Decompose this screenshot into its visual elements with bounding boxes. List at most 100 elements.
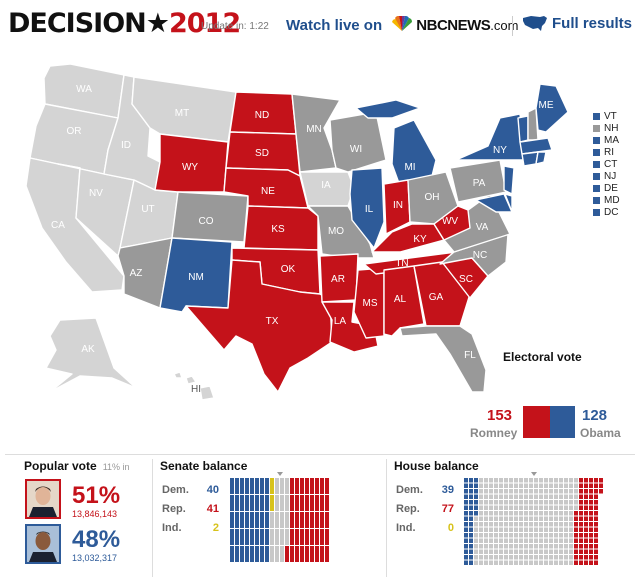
house-seat bbox=[514, 494, 518, 499]
house-seat bbox=[484, 555, 488, 560]
house-seat bbox=[504, 483, 508, 488]
senate-seat bbox=[295, 529, 299, 545]
state-ma[interactable] bbox=[519, 137, 553, 155]
senate-seat bbox=[245, 478, 249, 494]
state-de[interactable] bbox=[504, 193, 513, 213]
house-seat bbox=[589, 478, 593, 483]
state-vt[interactable] bbox=[517, 115, 529, 143]
senate-seat bbox=[280, 546, 284, 562]
house-seat bbox=[519, 544, 523, 549]
state-la[interactable] bbox=[321, 301, 379, 353]
label-tx: TX bbox=[266, 316, 279, 327]
house-seat bbox=[469, 505, 473, 510]
house-seat bbox=[539, 522, 543, 527]
electoral-vote-title: Electoral vote bbox=[503, 350, 582, 364]
house-seat bbox=[559, 560, 563, 565]
house-seat bbox=[524, 544, 528, 549]
label-ut: UT bbox=[141, 204, 154, 215]
senate-seat bbox=[265, 512, 269, 528]
ne-item-ct[interactable]: CT bbox=[593, 158, 620, 170]
house-seat bbox=[494, 549, 498, 554]
label-wv: WV bbox=[442, 216, 458, 227]
ne-item-dc[interactable]: DC bbox=[593, 206, 620, 218]
decision-2012-logo[interactable]: DECISION★2012 bbox=[8, 8, 241, 39]
full-results-link[interactable]: Full results bbox=[522, 15, 632, 32]
house-seat bbox=[579, 527, 583, 532]
state-ri[interactable] bbox=[535, 151, 547, 165]
house-seat bbox=[499, 478, 503, 483]
house-seat bbox=[589, 544, 593, 549]
state-ak[interactable] bbox=[45, 317, 137, 393]
house-seat bbox=[474, 544, 478, 549]
senate-seat bbox=[230, 529, 234, 545]
ne-item-nj[interactable]: NJ bbox=[593, 170, 620, 182]
state-wi[interactable] bbox=[329, 111, 387, 173]
house-seat bbox=[594, 527, 598, 532]
house-seat bbox=[499, 489, 503, 494]
house-seat bbox=[579, 544, 583, 549]
state-fl[interactable] bbox=[399, 325, 487, 393]
house-seat bbox=[484, 494, 488, 499]
house-seat bbox=[569, 489, 573, 494]
state-ks[interactable] bbox=[243, 205, 319, 251]
house-seat bbox=[519, 500, 523, 505]
house-seat bbox=[584, 522, 588, 527]
house-seat bbox=[494, 505, 498, 510]
obama-popular-percent: 48% bbox=[72, 526, 121, 553]
house-seat bbox=[539, 494, 543, 499]
house-seat bbox=[554, 544, 558, 549]
house-seat bbox=[559, 549, 563, 554]
house-rep-count: 77 bbox=[441, 503, 454, 515]
state-il[interactable] bbox=[349, 167, 385, 249]
state-ky[interactable] bbox=[371, 223, 445, 253]
state-me[interactable] bbox=[535, 83, 569, 133]
senate-seat bbox=[280, 478, 284, 494]
state-wv[interactable] bbox=[433, 205, 471, 241]
house-seat bbox=[579, 522, 583, 527]
house-seat bbox=[469, 560, 473, 565]
state-ny[interactable] bbox=[455, 113, 525, 161]
state-tx[interactable] bbox=[185, 259, 333, 393]
house-seat bbox=[569, 500, 573, 505]
house-seat bbox=[584, 538, 588, 543]
house-seat bbox=[594, 538, 598, 543]
ne-label: NJ bbox=[604, 170, 617, 182]
house-seat bbox=[519, 549, 523, 554]
house-seat bbox=[499, 533, 503, 538]
state-hi[interactable] bbox=[173, 371, 215, 401]
house-seat bbox=[579, 549, 583, 554]
house-seat bbox=[529, 544, 533, 549]
label-nm: NM bbox=[188, 272, 204, 283]
senate-seat bbox=[325, 529, 329, 545]
ne-item-ma[interactable]: MA bbox=[593, 134, 620, 146]
house-seat bbox=[494, 544, 498, 549]
senate-seat bbox=[270, 546, 274, 562]
ne-item-vt[interactable]: VT bbox=[593, 110, 620, 122]
ne-label: MD bbox=[604, 194, 620, 206]
header-divider bbox=[512, 16, 513, 36]
senate-seat bbox=[305, 478, 309, 494]
ne-item-ri[interactable]: RI bbox=[593, 146, 620, 158]
house-seat bbox=[469, 544, 473, 549]
senate-seat bbox=[250, 512, 254, 528]
house-seat bbox=[524, 560, 528, 565]
house-seat bbox=[524, 511, 528, 516]
house-seat bbox=[479, 549, 483, 554]
popular-vote-title: Popular vote 11% in bbox=[24, 459, 130, 473]
house-seat bbox=[539, 533, 543, 538]
senate-seat bbox=[280, 512, 284, 528]
state-nj[interactable] bbox=[503, 165, 515, 195]
senate-seat bbox=[290, 478, 294, 494]
house-seat bbox=[584, 527, 588, 532]
watch-live-link[interactable]: Watch live on NBCNEWS.com bbox=[286, 16, 518, 34]
ne-item-nh[interactable]: NH bbox=[593, 122, 620, 134]
house-seat bbox=[554, 533, 558, 538]
ne-item-de[interactable]: DE bbox=[593, 182, 620, 194]
house-dem-count: 39 bbox=[441, 484, 454, 496]
house-seat bbox=[594, 483, 598, 488]
state-pa[interactable] bbox=[449, 159, 507, 203]
house-seat bbox=[564, 494, 568, 499]
state-mi-up[interactable] bbox=[355, 99, 421, 119]
ne-item-md[interactable]: MD bbox=[593, 194, 620, 206]
house-seat bbox=[574, 549, 578, 554]
